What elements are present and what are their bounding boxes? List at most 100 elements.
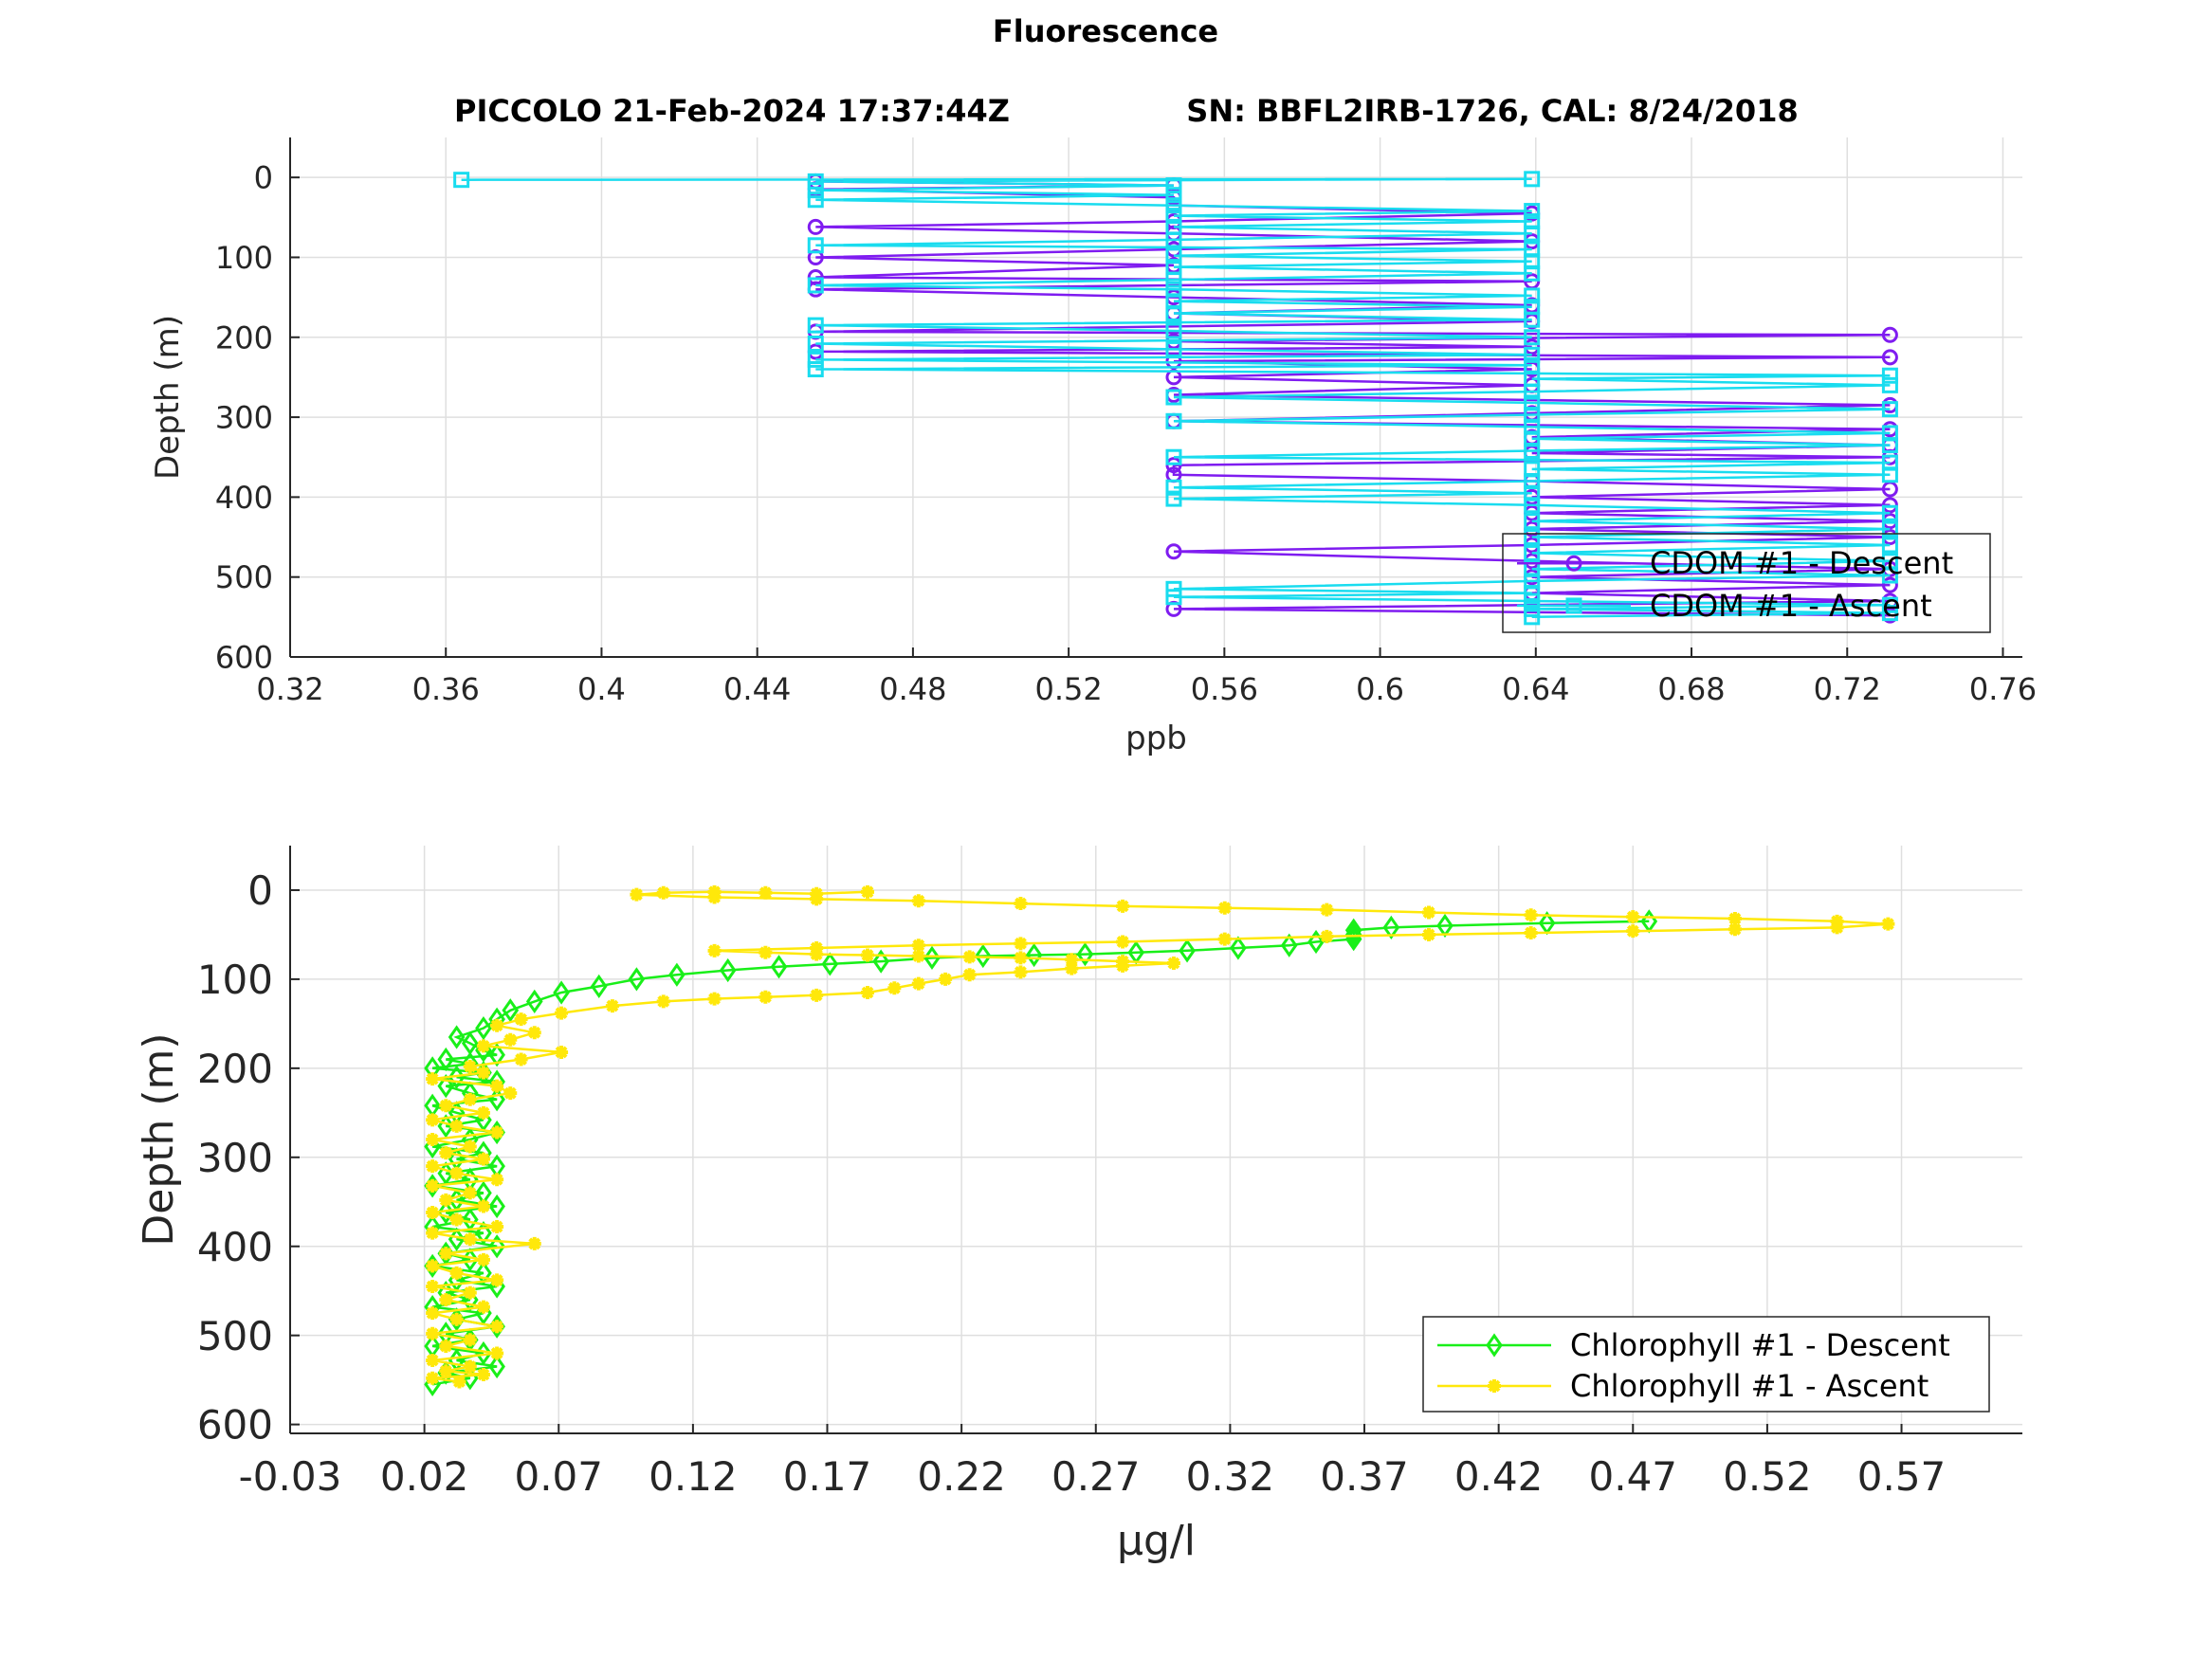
data-point [911,939,925,953]
y-axis-label: Depth (m) [135,1032,183,1246]
data-point [1524,513,1541,530]
data-point [1116,899,1130,913]
data-point [426,1326,440,1340]
x-tick-label: 0.27 [1051,1453,1141,1500]
data-point [807,218,824,235]
data-point [807,182,824,199]
data-point [605,999,619,1013]
data-point [488,1354,505,1379]
x-tick-label: 0.68 [1657,671,1725,707]
data-point [911,949,925,963]
data-point [1165,247,1182,264]
data-point [1165,208,1182,225]
data-point [923,945,941,970]
data-point [1881,504,1898,521]
data-point [488,1194,505,1219]
x-tick-label: 0.37 [1320,1453,1409,1500]
data-point [448,1065,466,1089]
data-point [1524,544,1541,561]
data-point [525,989,543,1014]
y-tick-label: 200 [215,319,273,356]
data-point [861,884,874,899]
data-point [555,1045,569,1059]
data-point [861,986,874,999]
data-point [1881,454,1898,471]
x-tick-label: 0.72 [1814,671,1881,707]
data-point [1524,203,1541,220]
data-point [1076,941,1094,967]
data-point [1626,910,1640,924]
data-point [488,1234,505,1259]
data-point [1307,929,1325,955]
data-point [1881,376,1898,393]
x-tick-label: 0.22 [917,1453,1006,1500]
data-point [452,1375,466,1389]
data-point [1165,412,1182,429]
y-tick-label: 600 [215,640,273,676]
data-point [426,1206,440,1220]
data-point [1165,448,1182,465]
x-tick-label: 0.42 [1454,1453,1544,1500]
data-point [1165,389,1182,406]
series-cdom-1-ascent [453,171,1898,626]
data-point [1165,340,1182,357]
data-point [1165,197,1182,214]
data-point [426,1159,440,1174]
data-point [1728,922,1742,937]
data-point [1524,461,1541,478]
legend-marker [1565,597,1582,614]
data-point [426,1226,440,1240]
data-point [449,1166,464,1180]
data-point [1881,520,1898,538]
data-point [707,992,722,1006]
x-tick-label: 0.52 [1034,671,1102,707]
y-axis-label: Depth (m) [149,315,187,480]
x-axis-label: μg/l [1117,1517,1196,1565]
x-tick-label: 0.47 [1589,1453,1678,1500]
series-chlorophyll-1-ascent [426,884,1895,1389]
data-point [439,1339,453,1353]
data-point [503,1032,518,1047]
x-tick-label: 0.6 [1356,671,1404,707]
data-point [1422,905,1435,920]
data-point [1344,922,1362,947]
data-point [476,1105,490,1120]
data-point [759,885,773,900]
data-point [1165,543,1182,560]
data-point [810,886,824,901]
legend-label: Chlorophyll #1 - Ascent [1570,1368,1929,1404]
x-tick-label: 0.17 [783,1453,872,1500]
data-point [1422,927,1435,941]
data-point [807,351,824,368]
data-point [514,1052,528,1066]
data-point [514,1012,528,1027]
data-point [426,1113,440,1127]
data-point [590,974,608,999]
data-point [807,360,824,377]
data-point [453,172,470,189]
data-point [1881,401,1898,418]
data-point [770,955,788,979]
data-point [463,1139,477,1154]
data-point [490,1173,504,1187]
y-tick-label: 400 [215,480,273,516]
data-point [463,1333,477,1347]
data-point [1524,241,1541,258]
data-point [821,952,839,976]
data-point [1524,529,1541,546]
legend-label: CDOM #1 - Ascent [1650,588,1932,624]
data-point [488,1043,505,1067]
data-point [707,884,722,899]
data-point [476,1152,490,1166]
legend-label: CDOM #1 - Descent [1650,545,1953,581]
data-point [503,1086,518,1101]
chlorophyll-plot: -0.03 0.02 0.07 0.12 0.17 0.22 0.27 0.32 0.37 0.4… [135,846,2022,1565]
data-point [426,1371,440,1385]
data-point [448,1025,466,1049]
legend-marker [1486,1333,1503,1358]
x-tick-label: 0.44 [723,671,791,707]
x-tick-label: 0.12 [649,1453,738,1500]
data-point [476,1252,490,1267]
data-point [527,1026,541,1040]
legend: Chlorophyll #1 - Descent Chlorophyll #1 -… [1422,1316,1990,1413]
